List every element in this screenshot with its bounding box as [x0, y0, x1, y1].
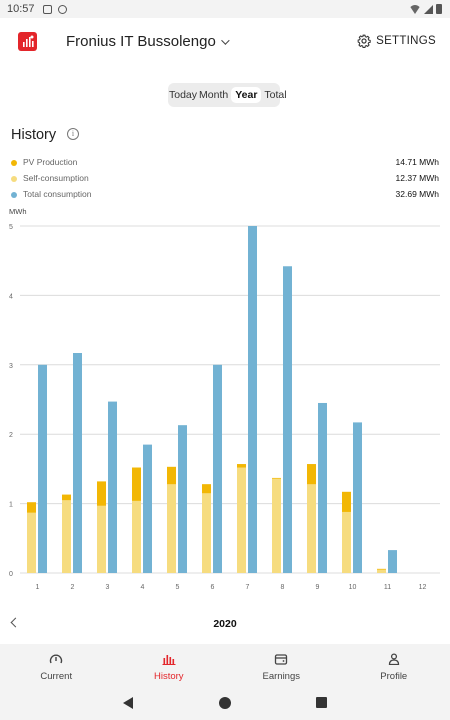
year-navigator: 2020 — [0, 611, 450, 637]
x-tick-label: 2 — [71, 584, 75, 591]
system-back-icon[interactable] — [123, 697, 133, 709]
wifi-icon — [409, 4, 421, 14]
bar-self-consumption — [62, 500, 71, 573]
legend-value: 12.37 MWh — [395, 173, 439, 183]
legend-value: 14.71 MWh — [395, 157, 439, 167]
bar-self-consumption — [377, 569, 386, 573]
notification-icon — [42, 4, 52, 14]
settings-button[interactable]: SETTINGS — [357, 34, 436, 48]
nav-item-earnings[interactable]: Earnings — [225, 644, 338, 688]
fronius-logo-icon — [18, 32, 37, 51]
tab-year[interactable]: Year — [231, 87, 262, 103]
person-icon — [388, 653, 399, 665]
x-tick-label: 8 — [281, 584, 285, 591]
nav-label: Earnings — [262, 671, 301, 682]
y-tick-label: 2 — [9, 432, 13, 439]
nav-item-current[interactable]: Current — [0, 644, 113, 688]
settings-label: SETTINGS — [376, 35, 436, 47]
legend-label: Total consumption — [23, 189, 92, 199]
bar-self-consumption — [342, 511, 351, 573]
legend-label: PV Production — [23, 157, 78, 167]
bar-self-consumption — [97, 505, 106, 573]
system-home-icon[interactable] — [219, 697, 231, 709]
legend-item-pv-production: PV Production 14.71 MWh — [11, 156, 439, 172]
y-tick-label: 3 — [9, 363, 13, 370]
selected-year: 2020 — [213, 618, 237, 630]
bar-self-consumption — [307, 484, 316, 573]
info-icon[interactable]: i — [67, 128, 79, 140]
history-title: History — [11, 127, 57, 143]
tab-total[interactable]: Total — [264, 89, 287, 101]
legend-swatch-total-consumption — [11, 192, 17, 198]
bar-self-consumption — [202, 493, 211, 573]
battery-icon — [436, 4, 442, 14]
legend-value: 32.69 MWh — [395, 189, 439, 199]
y-tick-label: 5 — [9, 224, 13, 231]
bar-total-consumption — [73, 353, 82, 573]
legend-label: Self-consumption — [23, 173, 89, 183]
nav-item-profile[interactable]: Profile — [338, 644, 450, 688]
site-selector[interactable]: Fronius IT Bussolengo — [66, 33, 230, 50]
x-tick-label: 1 — [36, 584, 40, 591]
bar-total-consumption — [318, 402, 327, 573]
bar-total-consumption — [353, 422, 362, 573]
x-tick-label: 3 — [106, 584, 110, 591]
bar-total-consumption — [108, 401, 117, 573]
legend-swatch-pv-production — [11, 160, 17, 166]
y-tick-label: 0 — [9, 571, 13, 578]
period-segmented-control: Today Month Year Total — [168, 83, 287, 107]
nav-item-history[interactable]: History — [113, 644, 226, 688]
system-navigation-bar — [0, 688, 450, 720]
x-tick-label: 6 — [211, 584, 215, 591]
gauge-icon — [50, 654, 63, 664]
legend-swatch-self-consumption — [11, 176, 17, 182]
nav-label: Current — [40, 671, 73, 682]
app-bar: Fronius IT Bussolengo SETTINGS — [0, 18, 450, 66]
legend-item-self-consumption: Self-consumption 12.37 MWh — [11, 172, 439, 188]
site-name: Fronius IT Bussolengo — [66, 33, 216, 50]
history-panel: Today Month Year Total History i PV Prod… — [0, 66, 450, 644]
gear-icon — [357, 34, 371, 48]
bar-total-consumption — [388, 550, 397, 573]
x-tick-label: 5 — [176, 584, 180, 591]
bar-total-consumption — [38, 364, 47, 573]
bar-total-consumption — [143, 444, 152, 573]
tab-month[interactable]: Month — [199, 89, 229, 101]
bar-total-consumption — [213, 364, 222, 573]
bar-chart-icon — [162, 655, 176, 665]
nav-label: History — [153, 671, 184, 682]
bar-self-consumption — [237, 467, 246, 573]
bar-total-consumption — [248, 226, 257, 573]
y-tick-label: 4 — [9, 293, 13, 300]
signal-icon — [424, 4, 433, 14]
sync-icon — [57, 4, 67, 14]
status-bar: 10:57 — [0, 0, 450, 18]
bar-self-consumption — [272, 478, 281, 573]
tab-today[interactable]: Today — [169, 89, 198, 101]
y-axis-unit: MWh — [9, 207, 27, 216]
x-tick-label: 7 — [246, 584, 250, 591]
wallet-icon — [275, 654, 288, 665]
bar-total-consumption — [283, 266, 292, 573]
x-tick-label: 11 — [384, 584, 391, 591]
bottom-navigation: Current History Earnings Profile — [0, 644, 450, 688]
x-tick-label: 10 — [349, 584, 357, 591]
status-time: 10:57 — [7, 3, 35, 15]
bar-self-consumption — [27, 512, 36, 573]
bar-self-consumption — [167, 484, 176, 573]
bar-total-consumption — [178, 425, 187, 573]
system-recents-icon[interactable] — [316, 697, 327, 708]
x-tick-label: 12 — [419, 584, 427, 591]
nav-label: Profile — [380, 671, 408, 682]
y-tick-label: 1 — [9, 502, 13, 509]
chart-legend: PV Production 14.71 MWh Self-consumption… — [11, 156, 439, 204]
chevron-down-icon — [220, 35, 230, 45]
bar-self-consumption — [132, 500, 141, 573]
x-tick-label: 4 — [141, 584, 145, 591]
legend-item-total-consumption: Total consumption 32.69 MWh — [11, 188, 439, 204]
x-tick-label: 9 — [316, 584, 320, 591]
